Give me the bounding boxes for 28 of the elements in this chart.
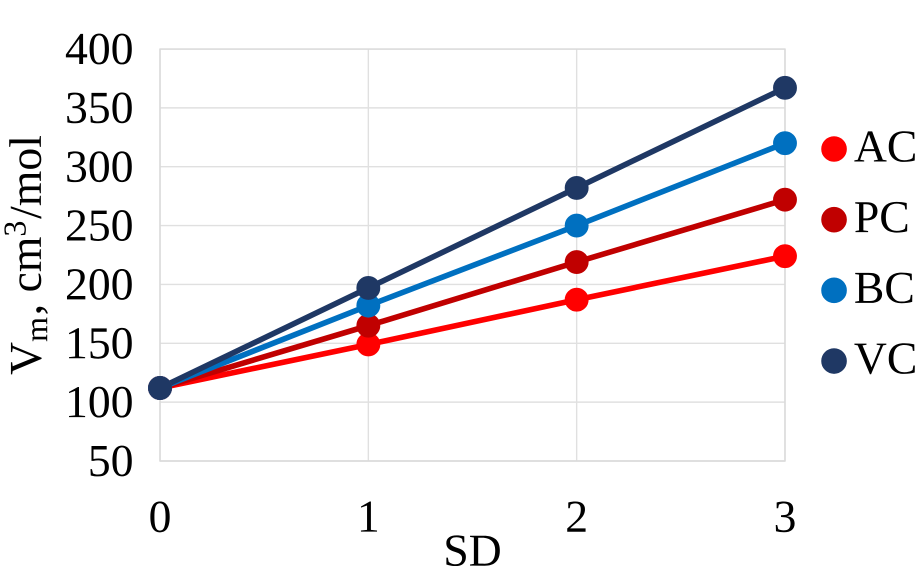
point	[773, 76, 797, 100]
y-tick-label: 250	[66, 210, 132, 241]
point	[564, 250, 589, 274]
y-tick-label: 200	[66, 269, 132, 300]
legend-label: PC	[855, 202, 908, 233]
x-axis-title: SD	[446, 535, 500, 566]
x-tick-label: 2	[567, 502, 586, 532]
legend-label: BC	[855, 272, 912, 304]
y-tick-label: 150	[69, 328, 132, 359]
y-tick-label: 400	[66, 34, 132, 64]
legend-label: VC	[854, 343, 915, 374]
point	[356, 276, 380, 300]
point	[564, 214, 589, 238]
y-tick-label: 300	[67, 151, 132, 182]
y-tick-label: 50	[90, 446, 132, 476]
x-tick-label: 3	[776, 502, 795, 532]
x-tick-label: 1	[360, 502, 378, 532]
point	[773, 188, 797, 212]
point	[564, 176, 589, 200]
y-tick-label: 350	[67, 92, 132, 124]
point	[773, 244, 797, 268]
point	[356, 314, 380, 338]
y-tick-label: 100	[69, 386, 132, 418]
point	[564, 288, 589, 312]
y-axis-title: V$_{m}$, cm$^{3}$/mol	[4, 136, 48, 374]
x-tick-label: 0	[150, 502, 170, 532]
point	[773, 131, 797, 156]
legend-label: AC	[854, 131, 915, 162]
